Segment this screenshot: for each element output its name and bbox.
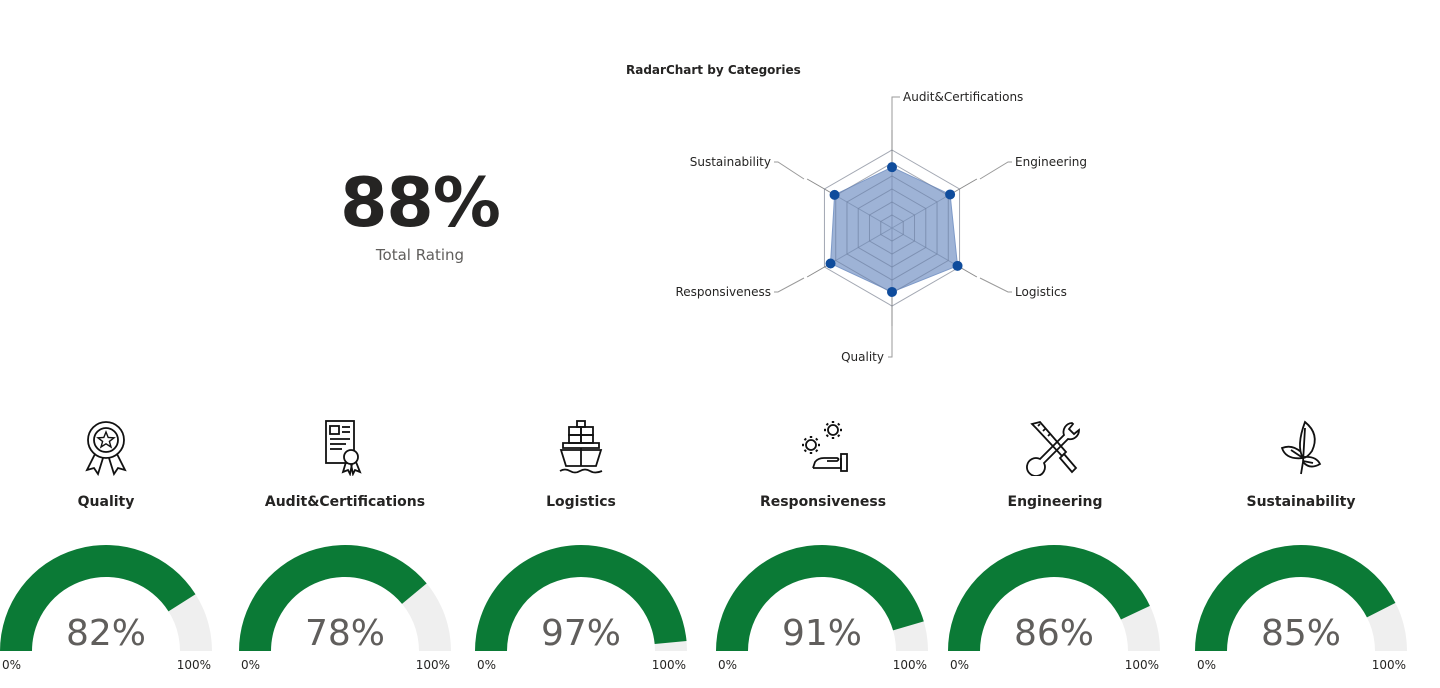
total-rating-value: 88%: [340, 164, 501, 243]
cargo-ship-icon: [559, 420, 603, 474]
gauge-min-label: 0%: [2, 658, 21, 672]
gauge-value: 82%: [66, 613, 146, 654]
radar-point: [829, 189, 840, 200]
gauge-max-label: 100%: [1372, 658, 1406, 672]
category-label: Responsiveness: [759, 494, 887, 510]
category-logistics: Logistics: [471, 418, 691, 510]
radar-axis-label: Logistics: [1015, 285, 1067, 299]
radar-axis-label: Engineering: [1015, 155, 1087, 169]
category-label: Logistics: [546, 494, 616, 510]
gauge-max-label: 100%: [416, 658, 450, 672]
leaf-icon: [1280, 420, 1322, 475]
radar-axis-label: Quality: [841, 350, 884, 364]
gauge-value: 91%: [782, 613, 862, 654]
category-label: Engineering: [1007, 494, 1103, 510]
radar-grid-overlay: [846, 175, 938, 281]
gauge-fill: [239, 545, 427, 651]
hand-gears-icon: [802, 421, 848, 472]
category-label: Audit&Certifications: [264, 494, 426, 510]
category-quality: Quality: [0, 418, 216, 510]
gauge-max-label: 100%: [652, 658, 686, 672]
radar-leader-line: [979, 277, 1012, 293]
gauge-quality: 82% 0% 100%: [0, 545, 212, 672]
category-audit-certifications: Audit&Certifications: [235, 418, 455, 510]
radar-grid-overlay: [880, 214, 904, 242]
gauge-min-label: 0%: [718, 658, 737, 672]
radar-leader-line: [891, 96, 900, 130]
gauge-value: 86%: [1014, 613, 1094, 654]
gauge-value: 85%: [1261, 613, 1341, 654]
gauge-responsiveness: 91% 0% 100%: [716, 545, 928, 672]
certificate-icon: [325, 420, 362, 476]
radar-axis-label: Sustainability: [690, 155, 771, 169]
gauge-engineering: 86% 0% 100%: [948, 545, 1160, 672]
gauge-sustainability: 85% 0% 100%: [1195, 545, 1407, 672]
gauge-fill: [475, 544, 687, 651]
gauge-value: 78%: [305, 613, 385, 654]
gauge-fill: [0, 545, 196, 651]
radar-point: [887, 162, 897, 173]
category-label: Quality: [77, 494, 135, 510]
gauge-min-label: 0%: [477, 658, 496, 672]
award-ribbon-icon: [85, 421, 127, 476]
gauge-max-label: 100%: [1125, 658, 1159, 672]
radar-grid-overlay: [857, 188, 927, 268]
gauge-fill: [716, 545, 924, 651]
radar-chart-title: RadarChart by Categories: [626, 63, 801, 77]
gauge-min-label: 0%: [241, 658, 260, 672]
gauge-min-label: 0%: [950, 658, 969, 672]
gauge-fill: [1195, 545, 1396, 651]
radar-leader-line: [774, 161, 805, 180]
radar-point: [887, 286, 897, 297]
radar-axis-label: Audit&Certifications: [903, 90, 1023, 104]
radar-leader-line: [774, 277, 805, 293]
gauge-logistics: 97% 0% 100%: [475, 544, 687, 672]
radar-axis-label: Responsiveness: [675, 285, 771, 299]
total-rating-label: Total Rating: [375, 246, 465, 264]
radar-series-area: [830, 166, 959, 293]
total-rating-card: 88% Total Rating: [290, 164, 550, 265]
gauge-max-label: 100%: [177, 658, 211, 672]
gauge-max-label: 100%: [893, 658, 927, 672]
radar-grid-overlay: [823, 149, 961, 307]
category-engineering: Engineering: [945, 418, 1165, 510]
radar-leader-line: [888, 326, 893, 358]
radar-grid-overlay: [868, 201, 916, 255]
category-sustainability: Sustainability: [1191, 418, 1411, 510]
radar-point: [825, 258, 836, 269]
radar-point: [945, 189, 956, 200]
radar-leader-line: [979, 161, 1012, 180]
radar-chart: Audit&Certifications Engineering Logistics…: [675, 90, 1087, 364]
wrench-screwdriver-icon: [1026, 420, 1080, 476]
gauge-min-label: 0%: [1197, 658, 1216, 672]
category-label: Sustainability: [1246, 494, 1356, 510]
gauge-audit-certifications: 78% 0% 100%: [239, 545, 451, 672]
radar-point: [952, 260, 963, 271]
gauge-value: 97%: [541, 613, 621, 654]
gauge-fill: [948, 545, 1150, 651]
category-responsiveness: Responsiveness: [713, 418, 933, 510]
